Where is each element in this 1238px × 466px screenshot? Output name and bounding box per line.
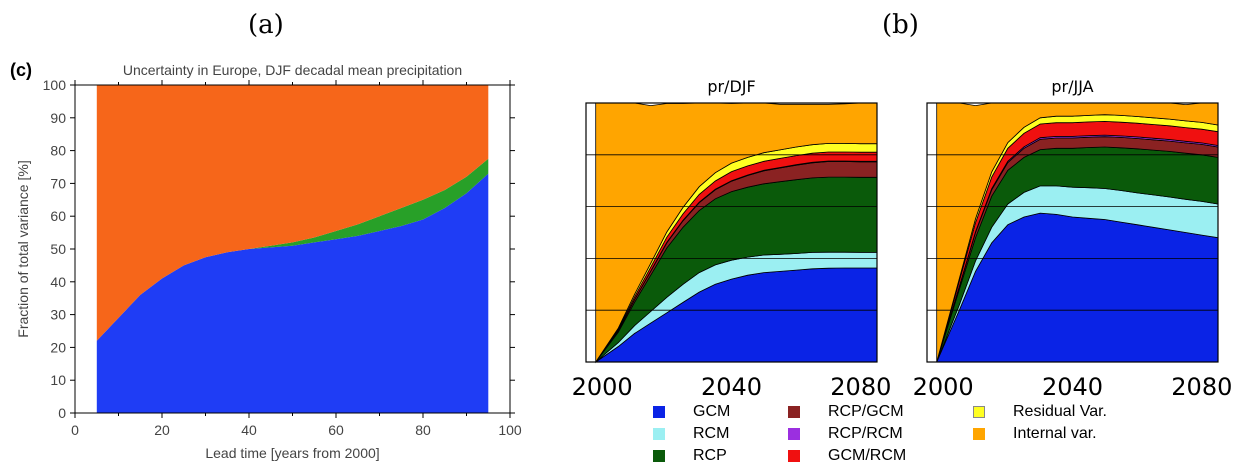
legend-swatch-gcm-rcm	[788, 450, 800, 462]
x-tick-label-a: 80	[415, 422, 431, 438]
legend-item-rcp-gcm: RCP/GCM	[788, 403, 904, 421]
y-tick-label-a: 30	[50, 307, 66, 323]
y-tick-label-a: 40	[50, 274, 66, 290]
legend-item-rcp-rcm: RCP/RCM	[788, 425, 903, 443]
panel-label-b: (b)	[882, 10, 919, 40]
legend-label: RCP	[693, 447, 727, 464]
area-a-series-0	[96, 173, 489, 413]
y-tick-label-a: 70	[50, 175, 66, 191]
legend-label: Internal var.	[1013, 425, 1097, 442]
y-tick-label-a: 100	[43, 77, 67, 93]
panel-tag-c: (c)	[10, 60, 32, 80]
legend-item-gcm-rcm: GCM/RCM	[788, 447, 906, 465]
y-tick-label-a: 50	[50, 241, 66, 257]
plot-frame-b1	[926, 102, 1219, 363]
legend-label: RCP/GCM	[828, 403, 904, 420]
x-tick-label-a: 20	[154, 422, 170, 438]
y-tick-label-a: 60	[50, 208, 66, 224]
legend-swatch-gcm	[653, 406, 665, 418]
x-tick-label-b1: 2040	[1042, 373, 1103, 401]
x-tick-label-b0: 2040	[701, 373, 762, 401]
legend-item-internal-var: Internal var.	[973, 425, 1097, 443]
legend-item-residual-var: Residual Var.	[973, 403, 1107, 421]
chart-title-a: Uncertainty in Europe, DJF decadal mean …	[123, 62, 462, 78]
y-tick-label-a: 80	[50, 143, 66, 159]
x-tick-label-b1: 2000	[913, 373, 974, 401]
legend-label: Residual Var.	[1013, 403, 1107, 420]
legend-swatch-rcp-gcm	[788, 406, 800, 418]
y-tick-label-a: 10	[50, 372, 66, 388]
x-tick-label-b0: 2080	[830, 373, 891, 401]
legend-swatch-rcm	[653, 428, 665, 440]
y-tick-label-a: 0	[58, 405, 66, 421]
panel-label-a: (a)	[248, 10, 284, 40]
legend-item-gcm: GCM	[653, 403, 730, 421]
x-tick-label-a: 40	[241, 422, 257, 438]
x-tick-label-b1: 2080	[1171, 373, 1232, 401]
x-tick-label-b0: 2000	[572, 373, 633, 401]
x-tick-label-a: 100	[498, 422, 522, 438]
legend-item-rcm: RCM	[653, 425, 729, 443]
legend-label: GCM	[693, 403, 731, 420]
legend-swatch-rcp-rcm	[788, 428, 800, 440]
chart-title-b0: pr/DJF	[707, 77, 755, 96]
legend-swatch-rcp	[653, 450, 665, 462]
area-a-series-2	[96, 85, 489, 341]
plot-frame-b0	[585, 102, 878, 363]
x-axis-label-a: Lead time [years from 2000]	[205, 445, 379, 461]
x-tick-label-a: 60	[328, 422, 344, 438]
legend-label: RCP/RCM	[828, 425, 903, 442]
chart-title-b1: pr/JJA	[1051, 77, 1093, 96]
legend-item-rcp: RCP	[653, 447, 727, 465]
x-tick-label-a: 0	[71, 422, 79, 438]
y-tick-label-a: 20	[50, 339, 66, 355]
legend-swatch-internal-var	[973, 428, 985, 440]
legend-label: RCM	[693, 425, 730, 442]
y-axis-label-a: Fraction of total variance [%]	[15, 160, 31, 337]
legend-label: GCM/RCM	[828, 447, 907, 464]
y-tick-label-a: 90	[50, 110, 66, 126]
legend-swatch-residual-var	[973, 406, 985, 418]
